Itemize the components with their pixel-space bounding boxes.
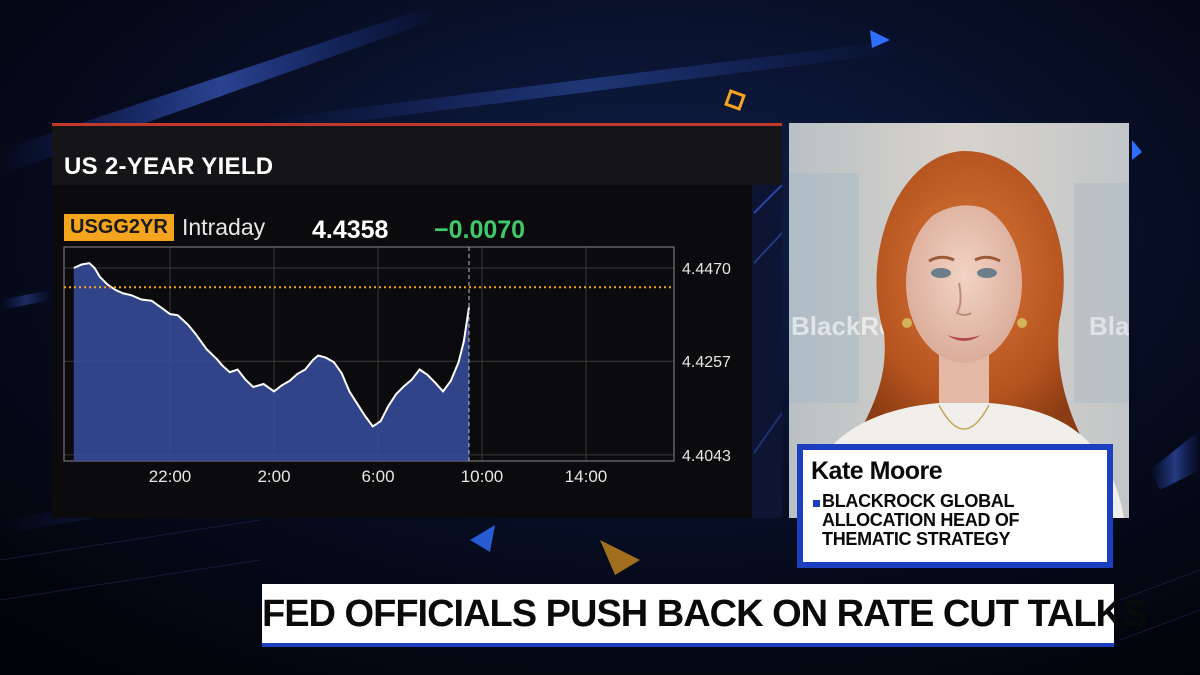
chart-chrome [752, 184, 782, 518]
dark-grid-lines [0, 519, 1200, 641]
x-tick-label: 14:00 [565, 467, 608, 486]
title-bullet-marker [813, 500, 820, 507]
x-tick-label: 6:00 [361, 467, 394, 486]
guest-title: BLACKROCK GLOBAL ALLOCATION HEAD OF THEM… [822, 491, 1020, 549]
yield-series-line [73, 262, 470, 428]
ticker-badge: USGG2YR [64, 214, 174, 241]
x-tick-label: 10:00 [461, 467, 504, 486]
y-axis-ticks: 4.4470 4.4257 4.4043 [682, 261, 731, 465]
x-axis-ticks: 22:00 2:00 6:00 10:00 14:00 [149, 467, 608, 486]
ticker-row: USGG2YR Intraday 4.4358 −0.0070 [64, 211, 764, 244]
yield-chart-panel: 22:00 2:00 6:00 10:00 14:00 4.4470 4.4257 4.40… [52, 123, 782, 518]
yield-area-fill [73, 263, 470, 461]
x-tick-label: 22:00 [149, 467, 192, 486]
chart-header: US 2-YEAR YIELD [52, 123, 782, 185]
x-tick-label: 2:00 [257, 467, 290, 486]
y-tick-label: 4.4257 [682, 354, 731, 371]
ticker-change: −0.0070 [434, 216, 526, 244]
name-card-body: Kate Moore BLACKROCK GLOBAL ALLOCATION H… [803, 450, 1107, 562]
y-tick-label: 4.4470 [682, 261, 731, 278]
guest-name: Kate Moore [811, 457, 943, 485]
guest-name-card: Kate Moore BLACKROCK GLOBAL ALLOCATION H… [797, 444, 1113, 568]
decorative-diamonds [470, 30, 1142, 575]
headline-text: FED OFFICIALS PUSH BACK ON RATE CUT TALK… [262, 593, 1147, 635]
ticker-period: Intraday [182, 214, 266, 240]
yield-chart: 22:00 2:00 6:00 10:00 14:00 4.4470 4.4257 4.40… [63, 184, 782, 518]
y-tick-label: 4.4043 [682, 448, 731, 465]
chart-title: US 2-YEAR YIELD [64, 153, 274, 180]
ticker-last-price: 4.4358 [312, 216, 389, 244]
headline-lower-third: FED OFFICIALS PUSH BACK ON RATE CUT TALK… [262, 584, 1147, 647]
background-logo-right: BlackRock [1089, 311, 1129, 341]
